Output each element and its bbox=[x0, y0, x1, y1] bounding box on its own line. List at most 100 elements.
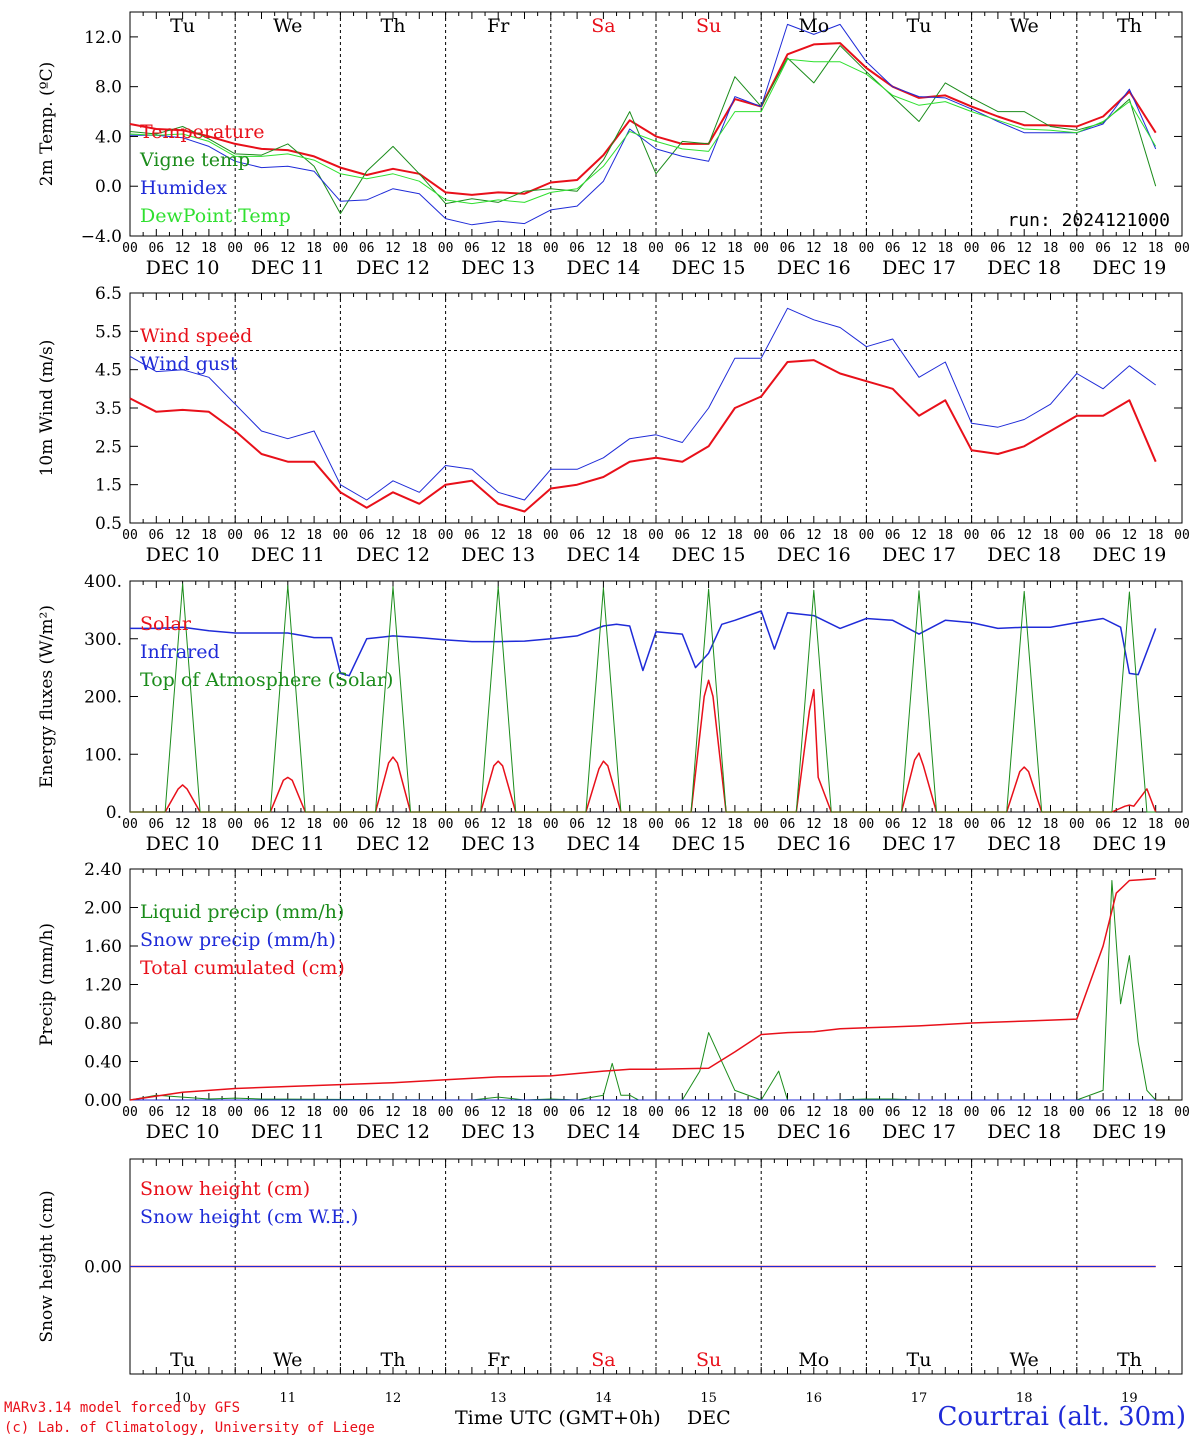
wind-hour-label: 18 bbox=[937, 528, 953, 543]
snow-ytick-label: 0.00 bbox=[84, 1258, 122, 1278]
temperature-hour-label: 00 bbox=[438, 241, 454, 256]
temperature-hour-label: 18 bbox=[1148, 241, 1164, 256]
temperature-date-label: DEC 11 bbox=[251, 257, 325, 279]
wind-hour-label: 18 bbox=[411, 528, 427, 543]
wind-hour-label: 00 bbox=[1069, 528, 1085, 543]
precip-ytick-label: 1.60 bbox=[84, 937, 122, 957]
precip-hour-label: 18 bbox=[727, 1105, 743, 1120]
temperature-hour-label: 12 bbox=[385, 241, 401, 256]
temperature-day-abbr: We bbox=[1010, 15, 1039, 37]
wind-hour-label: 06 bbox=[990, 528, 1006, 543]
wind-hour-label: 00 bbox=[648, 528, 664, 543]
energy-hour-label: 00 bbox=[227, 817, 243, 832]
wind-date-label: DEC 19 bbox=[1092, 544, 1166, 566]
precip-date-label: DEC 14 bbox=[566, 1121, 640, 1143]
wind-hour-label: 00 bbox=[753, 528, 769, 543]
precip-ytick-label: 2.00 bbox=[84, 899, 122, 919]
energy-date-label: DEC 12 bbox=[356, 833, 430, 855]
temperature-hour-label: 18 bbox=[201, 241, 217, 256]
temperature-hour-label: 12 bbox=[701, 241, 717, 256]
temperature-hour-label: 12 bbox=[911, 241, 927, 256]
precip-hour-label: 12 bbox=[1016, 1105, 1032, 1120]
temperature-date-label: DEC 13 bbox=[461, 257, 535, 279]
day-number: 16 bbox=[806, 1391, 823, 1406]
temperature-hour-label: 00 bbox=[648, 241, 664, 256]
energy-date-label: DEC 16 bbox=[777, 833, 851, 855]
wind-hour-label: 06 bbox=[1095, 528, 1111, 543]
wind-date-label: DEC 18 bbox=[987, 544, 1061, 566]
temperature-date-label: DEC 17 bbox=[882, 257, 956, 279]
temperature-legend-item: Humidex bbox=[140, 177, 227, 199]
wind-hour-label: 18 bbox=[1043, 528, 1059, 543]
precip-hour-label: 00 bbox=[1174, 1105, 1190, 1120]
wind-hour-label: 00 bbox=[859, 528, 875, 543]
precip-hour-label: 12 bbox=[1122, 1105, 1138, 1120]
temperature-hour-label: 18 bbox=[306, 241, 322, 256]
day-number: 17 bbox=[911, 1391, 928, 1406]
energy-ytick-label: 100. bbox=[84, 745, 122, 765]
energy-date-label: DEC 17 bbox=[882, 833, 956, 855]
temperature-hour-label: 06 bbox=[254, 241, 270, 256]
snow-day-abbr: Mo bbox=[798, 1349, 829, 1371]
energy-hour-label: 06 bbox=[254, 817, 270, 832]
energy-hour-label: 18 bbox=[201, 817, 217, 832]
wind-hour-label: 18 bbox=[201, 528, 217, 543]
energy-date-label: DEC 14 bbox=[566, 833, 640, 855]
precip-hour-label: 12 bbox=[280, 1105, 296, 1120]
temperature-day-abbr: Sa bbox=[591, 15, 615, 37]
energy-hour-label: 00 bbox=[964, 817, 980, 832]
precip-series-liquid-precip-mm-h bbox=[129, 880, 1157, 1101]
temperature-hour-label: 18 bbox=[411, 241, 427, 256]
wind-hour-label: 06 bbox=[359, 528, 375, 543]
temperature-hour-label: 06 bbox=[990, 241, 1006, 256]
precip-hour-label: 00 bbox=[333, 1105, 349, 1120]
precip-date-label: DEC 17 bbox=[882, 1121, 956, 1143]
energy-hour-label: 12 bbox=[1122, 817, 1138, 832]
energy-hour-label: 06 bbox=[569, 817, 585, 832]
temperature-hour-label: 18 bbox=[727, 241, 743, 256]
precip-hour-label: 12 bbox=[911, 1105, 927, 1120]
energy-hour-label: 06 bbox=[464, 817, 480, 832]
precip-date-label: DEC 18 bbox=[987, 1121, 1061, 1143]
energy-legend-item: Top of Atmosphere (Solar) bbox=[140, 669, 393, 691]
wind-hour-label: 12 bbox=[385, 528, 401, 543]
day-number: 12 bbox=[385, 1391, 402, 1406]
precip-hour-label: 06 bbox=[148, 1105, 164, 1120]
wind-hour-label: 18 bbox=[306, 528, 322, 543]
precip-hour-label: 06 bbox=[254, 1105, 270, 1120]
temperature-hour-label: 12 bbox=[596, 241, 612, 256]
day-number: 13 bbox=[490, 1391, 507, 1406]
energy-hour-label: 00 bbox=[122, 817, 138, 832]
lab-credit: (c) Lab. of Climatology, University of L… bbox=[4, 1420, 375, 1436]
temperature-hour-label: 12 bbox=[175, 241, 191, 256]
precip-hour-label: 06 bbox=[464, 1105, 480, 1120]
temperature-ytick-label: 12.0 bbox=[84, 28, 122, 48]
temperature-hour-label: 18 bbox=[517, 241, 533, 256]
precip-hour-label: 00 bbox=[964, 1105, 980, 1120]
wind-series-wind-speed bbox=[129, 359, 1157, 513]
temperature-hour-label: 06 bbox=[464, 241, 480, 256]
temperature-hour-label: 06 bbox=[674, 241, 690, 256]
temperature-hour-label: 06 bbox=[569, 241, 585, 256]
precip-ytick-label: 0.00 bbox=[84, 1091, 122, 1111]
energy-hour-label: 06 bbox=[1095, 817, 1111, 832]
precip-hour-label: 06 bbox=[1095, 1105, 1111, 1120]
snow-day-abbr: Th bbox=[381, 1349, 406, 1371]
precip-hour-label: 18 bbox=[832, 1105, 848, 1120]
energy-hour-label: 18 bbox=[411, 817, 427, 832]
precip-hour-label: 00 bbox=[438, 1105, 454, 1120]
wind-ytick-label: 4.5 bbox=[95, 361, 122, 381]
temperature-hour-label: 00 bbox=[753, 241, 769, 256]
wind-hour-label: 00 bbox=[122, 528, 138, 543]
energy-ytick-label: 0. bbox=[106, 803, 122, 823]
temperature-hour-label: 06 bbox=[1095, 241, 1111, 256]
precip-hour-label: 06 bbox=[885, 1105, 901, 1120]
temperature-hour-label: 06 bbox=[780, 241, 796, 256]
energy-hour-label: 00 bbox=[648, 817, 664, 832]
precip-legend-item: Liquid precip (mm/h) bbox=[140, 901, 344, 923]
precip-ytick-label: 2.40 bbox=[84, 860, 122, 880]
precip-hour-label: 06 bbox=[569, 1105, 585, 1120]
wind-ytick-label: 3.5 bbox=[95, 399, 122, 419]
energy-ylabel: Energy fluxes (W/m²) bbox=[37, 605, 57, 788]
precip-hour-label: 06 bbox=[990, 1105, 1006, 1120]
